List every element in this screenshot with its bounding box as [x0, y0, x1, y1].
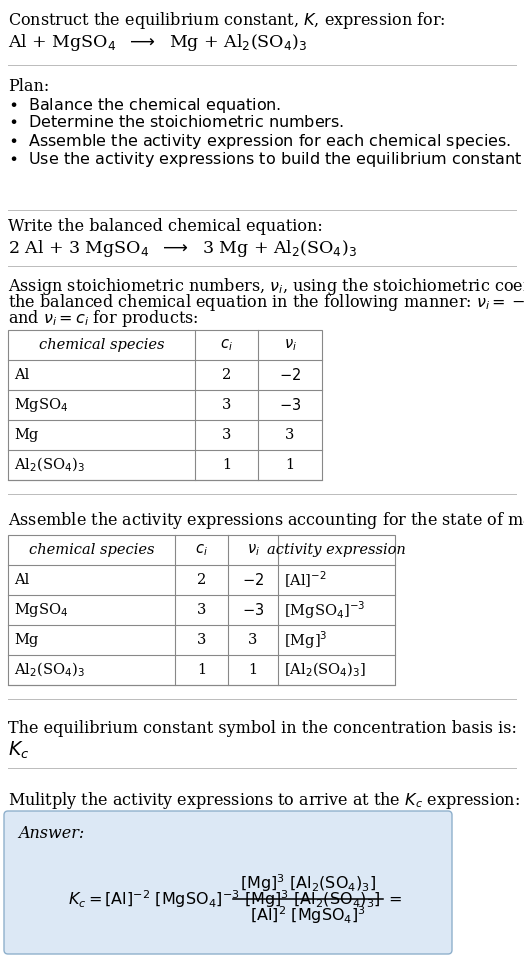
Text: chemical species: chemical species: [39, 338, 164, 352]
Text: 1: 1: [248, 663, 258, 677]
Text: [Al]$^{-2}$: [Al]$^{-2}$: [284, 569, 327, 590]
Text: $\nu_i$: $\nu_i$: [246, 543, 259, 558]
Text: $-2$: $-2$: [242, 572, 264, 588]
Text: Al + MgSO$_4$  $\longrightarrow$  Mg + Al$_2$(SO$_4$)$_3$: Al + MgSO$_4$ $\longrightarrow$ Mg + Al$…: [8, 32, 307, 53]
Text: 3: 3: [248, 633, 258, 647]
Text: Plan:: Plan:: [8, 78, 49, 95]
Text: $-2$: $-2$: [279, 367, 301, 383]
Text: $-3$: $-3$: [242, 602, 264, 618]
Text: $\nu_i$: $\nu_i$: [283, 337, 297, 353]
Text: Al$_2$(SO$_4$)$_3$: Al$_2$(SO$_4$)$_3$: [14, 456, 85, 475]
Text: [Al$_2$(SO$_4$)$_3$]: [Al$_2$(SO$_4$)$_3$]: [284, 660, 366, 679]
Text: The equilibrium constant symbol in the concentration basis is:: The equilibrium constant symbol in the c…: [8, 720, 517, 737]
Text: $\mathrm{[Al]^2\ [MgSO_4]^3}$: $\mathrm{[Al]^2\ [MgSO_4]^3}$: [250, 903, 366, 925]
Text: 3: 3: [197, 633, 206, 647]
Bar: [8, 535, 395, 685]
Text: $c_i$: $c_i$: [195, 543, 208, 558]
Text: Construct the equilibrium constant, $K$, expression for:: Construct the equilibrium constant, $K$,…: [8, 10, 445, 31]
Text: 1: 1: [222, 458, 231, 472]
Text: Mg: Mg: [14, 633, 38, 647]
Text: Al$_2$(SO$_4$)$_3$: Al$_2$(SO$_4$)$_3$: [14, 660, 85, 679]
Text: $-3$: $-3$: [279, 397, 301, 413]
Text: $\bullet$  Balance the chemical equation.: $\bullet$ Balance the chemical equation.: [8, 96, 281, 115]
Text: activity expression: activity expression: [267, 543, 406, 557]
Text: $c_i$: $c_i$: [220, 337, 233, 353]
Text: MgSO$_4$: MgSO$_4$: [14, 396, 69, 414]
FancyBboxPatch shape: [4, 811, 452, 954]
Text: $\mathrm{[Mg]^3\ [Al_2(SO_4)_3]}$: $\mathrm{[Mg]^3\ [Al_2(SO_4)_3]}$: [240, 872, 376, 894]
Text: 3: 3: [285, 428, 294, 442]
Text: Mulitply the activity expressions to arrive at the $K_c$ expression:: Mulitply the activity expressions to arr…: [8, 790, 520, 811]
Text: Assemble the activity expressions accounting for the state of matter and $\nu_i$: Assemble the activity expressions accoun…: [8, 510, 524, 531]
Text: 2 Al + 3 MgSO$_4$  $\longrightarrow$  3 Mg + Al$_2$(SO$_4$)$_3$: 2 Al + 3 MgSO$_4$ $\longrightarrow$ 3 Mg…: [8, 238, 357, 259]
Bar: [8, 330, 322, 480]
Text: 3: 3: [222, 428, 231, 442]
Text: Al: Al: [14, 368, 29, 382]
Text: $K_c$: $K_c$: [8, 740, 29, 762]
Text: Al: Al: [14, 573, 29, 587]
Text: 2: 2: [197, 573, 206, 587]
Text: 2: 2: [222, 368, 231, 382]
Text: Assign stoichiometric numbers, $\nu_i$, using the stoichiometric coefficients, $: Assign stoichiometric numbers, $\nu_i$, …: [8, 276, 524, 297]
Text: [Mg]$^3$: [Mg]$^3$: [284, 629, 328, 651]
Text: [MgSO$_4$]$^{-3}$: [MgSO$_4$]$^{-3}$: [284, 599, 365, 621]
Text: chemical species: chemical species: [29, 543, 154, 557]
Text: 3: 3: [222, 398, 231, 412]
Text: $K_c = \mathrm{[Al]^{-2}\ [MgSO_4]^{-3}\ [Mg]^3\ [Al_2(SO_4)_3]}\ =$: $K_c = \mathrm{[Al]^{-2}\ [MgSO_4]^{-3}\…: [68, 888, 402, 909]
Text: MgSO$_4$: MgSO$_4$: [14, 601, 69, 619]
Text: $\bullet$  Determine the stoichiometric numbers.: $\bullet$ Determine the stoichiometric n…: [8, 114, 344, 130]
Text: 1: 1: [286, 458, 294, 472]
Text: 1: 1: [197, 663, 206, 677]
Text: Mg: Mg: [14, 428, 38, 442]
Text: and $\nu_i = c_i$ for products:: and $\nu_i = c_i$ for products:: [8, 308, 199, 329]
Text: Write the balanced chemical equation:: Write the balanced chemical equation:: [8, 218, 323, 235]
Text: 3: 3: [197, 603, 206, 617]
Text: $\bullet$  Use the activity expressions to build the equilibrium constant expres: $\bullet$ Use the activity expressions t…: [8, 150, 524, 169]
Text: Answer:: Answer:: [18, 825, 84, 842]
Text: the balanced chemical equation in the following manner: $\nu_i = -c_i$ for react: the balanced chemical equation in the fo…: [8, 292, 524, 313]
Text: $\bullet$  Assemble the activity expression for each chemical species.: $\bullet$ Assemble the activity expressi…: [8, 132, 511, 151]
